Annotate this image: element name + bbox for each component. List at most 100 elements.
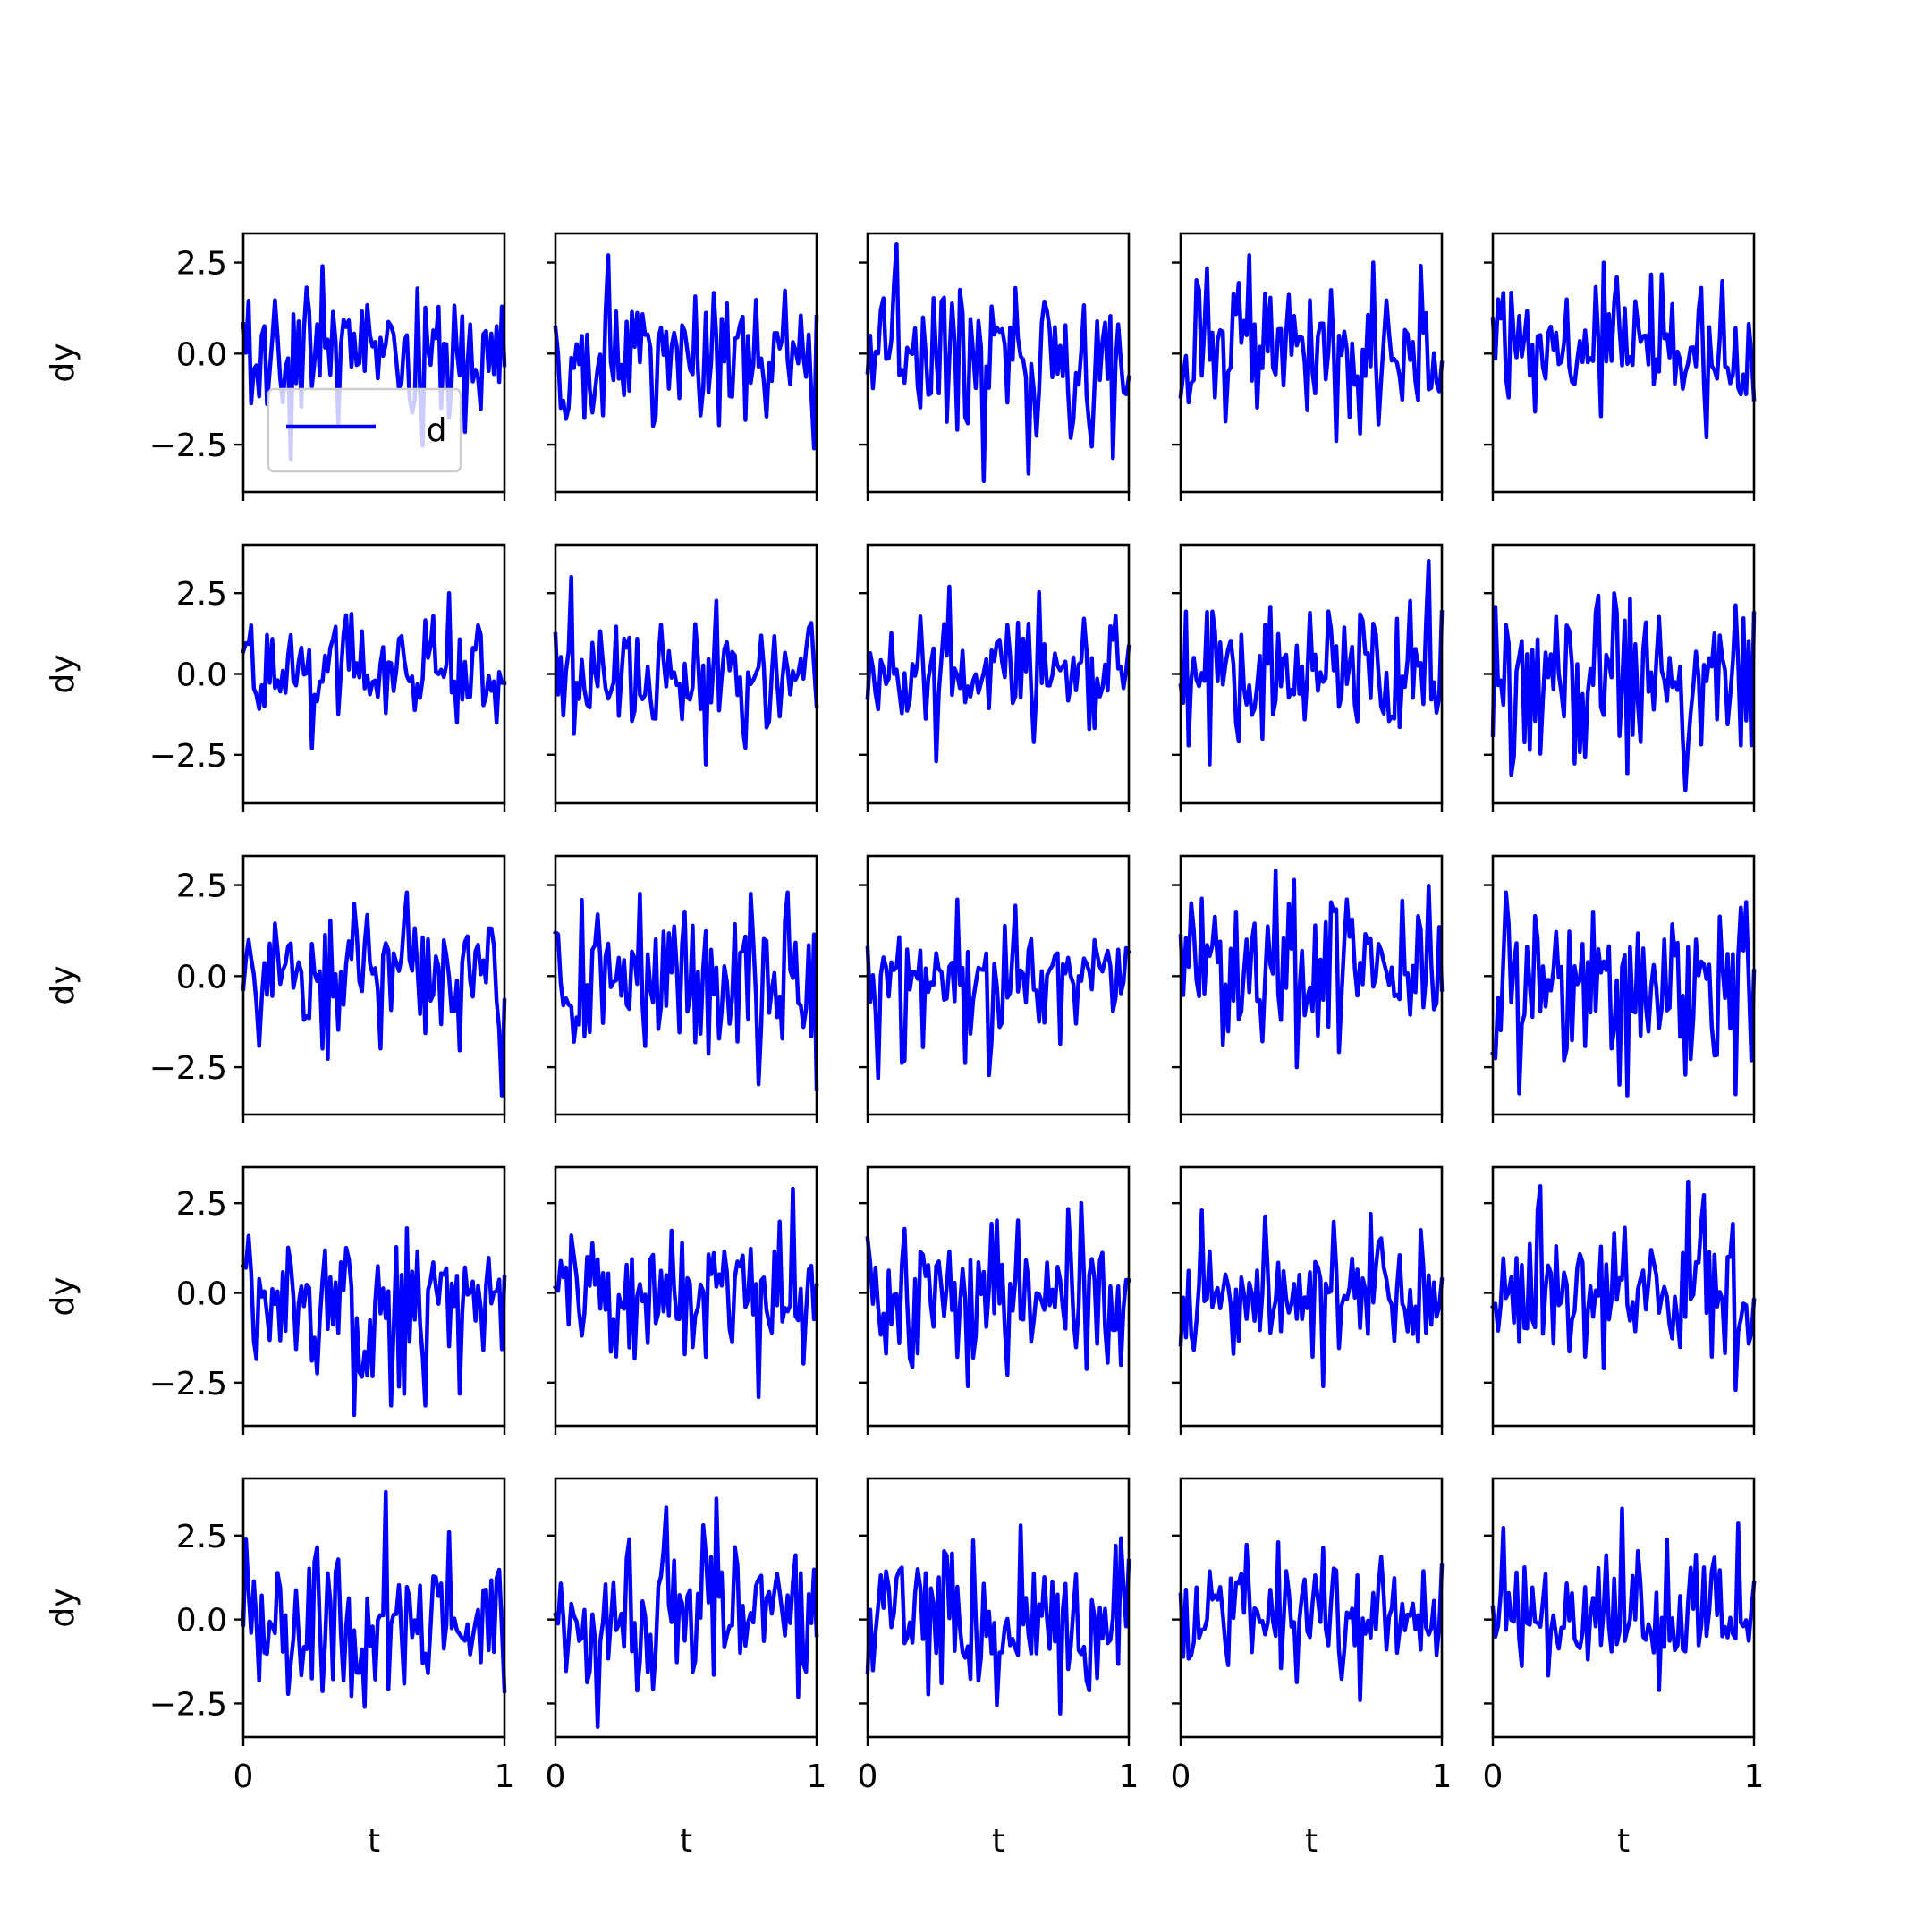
series-line	[1489, 890, 1757, 1098]
legend-label: d	[427, 412, 447, 449]
x-tick-label: 0	[1171, 1758, 1191, 1795]
subplot-r1-c1	[547, 543, 819, 812]
y-tick-label: 2.5	[176, 869, 227, 905]
axes-frame	[242, 1477, 506, 1739]
y-tick-label: −2.5	[149, 1686, 227, 1723]
series-line	[241, 890, 507, 1098]
series-line	[1490, 590, 1757, 792]
series-line	[552, 890, 819, 1091]
y-tick-label: −2.5	[149, 738, 227, 775]
x-axis-label: t	[368, 1823, 380, 1860]
subplot-r1-c0: −2.5 0.0 2.5 dy	[45, 543, 507, 812]
y-tick-label: 0.0	[176, 336, 227, 373]
x-tick-label: 1	[1119, 1758, 1140, 1795]
subplot-r3-c1	[547, 1165, 819, 1435]
series-line	[240, 1225, 507, 1418]
subplot-r4-c1: 0 1 t	[546, 1477, 826, 1860]
subplot-r2-c4	[1484, 854, 1757, 1123]
subplot-r2-c2	[859, 854, 1132, 1123]
subplot-r0-c1	[547, 232, 819, 501]
axes-frame	[554, 854, 818, 1116]
series-line	[865, 1523, 1131, 1716]
subplot-r0-c0: −2.5 0.0 2.5 dy d	[45, 232, 507, 501]
subplot-r3-c4	[1484, 1165, 1757, 1435]
subplot-r4-c3: 0 1 t	[1171, 1477, 1453, 1860]
subplot-r3-c0: −2.5 0.0 2.5 dy	[45, 1165, 507, 1435]
series-line	[553, 574, 819, 767]
series-line	[241, 1489, 507, 1709]
subplot-r0-c2	[859, 232, 1131, 501]
series-line	[1178, 253, 1445, 444]
series-line	[1489, 1179, 1757, 1393]
x-axis-label: t	[1617, 1823, 1630, 1860]
subplot-r2-c1	[547, 854, 819, 1123]
subplot-r1-c2	[859, 543, 1131, 812]
axes-frame	[1491, 854, 1756, 1116]
y-axis-label: dy	[45, 654, 81, 693]
y-tick-label: −2.5	[149, 428, 227, 464]
axes-frame	[554, 1477, 818, 1739]
axes-frame	[1491, 1165, 1756, 1428]
y-tick-label: 0.0	[176, 657, 227, 694]
axes-frame	[1179, 854, 1444, 1116]
series-line	[865, 584, 1131, 764]
axes-frame	[1179, 1165, 1444, 1428]
axes-frame	[1179, 232, 1444, 494]
series-line	[552, 1186, 819, 1400]
legend: d	[267, 387, 462, 473]
subplot-r4-c2: 0 1 t	[858, 1477, 1140, 1860]
axes-frame	[242, 1165, 506, 1428]
series-line	[865, 242, 1131, 484]
axes-frame	[242, 232, 506, 494]
subplot-r3-c3	[1172, 1165, 1445, 1435]
series-line	[865, 1200, 1131, 1389]
subplot-r1-c4	[1484, 543, 1757, 812]
series-line	[553, 253, 819, 451]
legend-box	[267, 387, 462, 473]
y-tick-label: 0.0	[176, 959, 227, 996]
x-tick-label: 0	[1483, 1758, 1504, 1795]
subplot-r2-c0: −2.5 0.0 2.5 dy	[45, 854, 507, 1123]
x-axis-label: t	[992, 1823, 1004, 1860]
series-line	[1178, 869, 1445, 1070]
series-line	[1178, 1540, 1445, 1702]
subplot-r3-c2	[859, 1165, 1131, 1435]
subplot-r0-c3	[1172, 232, 1445, 501]
y-axis-label: dy	[45, 1276, 81, 1316]
x-tick-label: 0	[233, 1758, 254, 1795]
series-line	[1490, 260, 1757, 440]
x-tick-label: 1	[1432, 1758, 1453, 1795]
y-tick-label: 0.0	[176, 1603, 227, 1640]
x-tick-label: 1	[1744, 1758, 1765, 1795]
axes-frame	[866, 232, 1131, 494]
series-line	[241, 590, 507, 750]
y-tick-label: 0.0	[176, 1275, 227, 1312]
y-tick-label: 2.5	[176, 576, 227, 613]
y-axis-label: dy	[45, 1588, 81, 1627]
y-tick-label: 2.5	[176, 246, 227, 283]
series-line	[1178, 1208, 1445, 1389]
axes-frame	[554, 232, 818, 494]
axes-frame	[866, 854, 1131, 1116]
x-axis-label: t	[680, 1823, 692, 1860]
y-tick-label: 2.5	[176, 1186, 227, 1223]
series-line	[553, 1496, 819, 1729]
axes-frame	[1491, 1477, 1756, 1739]
x-tick-label: 0	[546, 1758, 566, 1795]
y-axis-label: dy	[45, 343, 81, 382]
y-tick-label: −2.5	[149, 1366, 227, 1402]
x-tick-label: 0	[858, 1758, 878, 1795]
axes-frame	[1491, 232, 1756, 494]
subplot-r4-c4: 0 1 t	[1483, 1477, 1765, 1860]
y-tick-label: 2.5	[176, 1519, 227, 1555]
y-axis-label: dy	[45, 965, 81, 1004]
series-line	[1178, 558, 1445, 767]
subplot-r2-c3	[1172, 854, 1445, 1123]
x-tick-label: 1	[495, 1758, 515, 1795]
axes-frame	[554, 1165, 818, 1428]
series-line	[865, 897, 1132, 1080]
series-line	[1490, 1506, 1757, 1692]
axes-frame	[866, 1477, 1131, 1739]
y-tick-label: −2.5	[149, 1050, 227, 1087]
